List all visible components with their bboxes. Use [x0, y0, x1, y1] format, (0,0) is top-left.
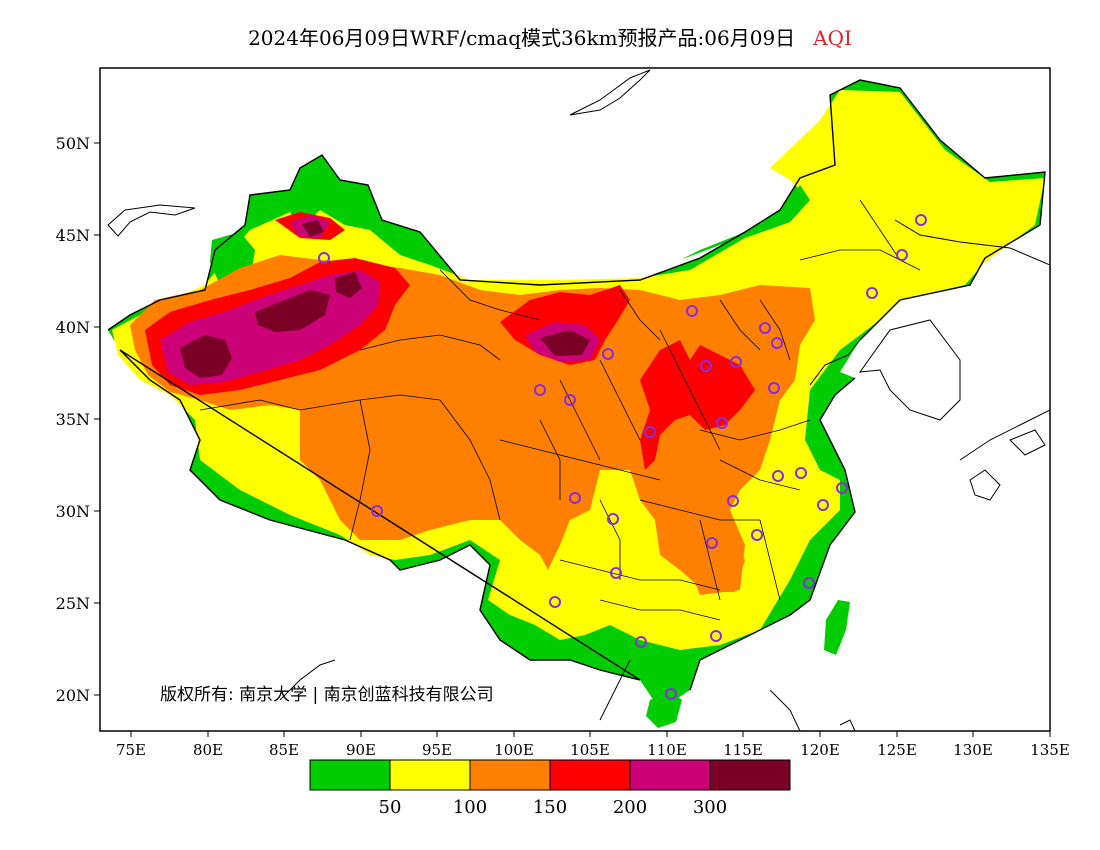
- city-marker: [803, 577, 815, 589]
- legend-swatch-6: [709, 759, 791, 791]
- legend: 50 100 150 200 300: [309, 759, 791, 818]
- city-marker: [716, 417, 728, 429]
- city-marker: [665, 688, 677, 700]
- lon-label: 95E: [422, 741, 452, 759]
- title-main: 2024年06月09日WRF/cmaq模式36km预报产品:06月09日: [248, 26, 796, 50]
- aqi-region-green: [824, 600, 850, 655]
- lon-label: 125E: [877, 741, 917, 759]
- city-marker: [836, 482, 848, 494]
- map-title: 2024年06月09日WRF/cmaq模式36km预报产品:06月09日 AQI: [0, 22, 1100, 51]
- city-marker: [569, 492, 581, 504]
- city-marker: [534, 384, 546, 396]
- legend-label: 300: [693, 797, 727, 818]
- city-marker: [795, 467, 807, 479]
- city-marker: [318, 252, 330, 264]
- city-marker: [727, 495, 739, 507]
- city-marker: [371, 505, 383, 517]
- city-marker: [730, 356, 742, 368]
- lon-label: 85E: [269, 741, 299, 759]
- lon-label: 100E: [494, 741, 534, 759]
- aqi-region-maroon: [540, 330, 590, 356]
- legend-swatch-3: [469, 759, 551, 791]
- lon-label: 120E: [800, 741, 840, 759]
- lon-label: 80E: [193, 741, 223, 759]
- lat-label: 30N: [56, 502, 90, 521]
- coastlines: [107, 69, 1050, 731]
- title-variable: AQI: [813, 26, 852, 50]
- lon-label: 135E: [1030, 741, 1070, 759]
- legend-swatch-4: [549, 759, 631, 791]
- lat-label: 45N: [56, 226, 90, 245]
- lat-label: 20N: [56, 686, 90, 705]
- lon-label: 130E: [953, 741, 993, 759]
- city-marker: [772, 470, 784, 482]
- aqi-region-maroon: [180, 335, 232, 378]
- china-border: [107, 79, 1046, 691]
- city-marker: [610, 567, 622, 579]
- city-marker: [564, 394, 576, 406]
- city-marker: [759, 322, 771, 334]
- aqi-region-maroon: [255, 290, 330, 332]
- city-marker: [915, 214, 927, 226]
- lat-label: 25N: [56, 594, 90, 613]
- city-marker: [644, 426, 656, 438]
- lon-label: 90E: [346, 741, 376, 759]
- lat-label: 35N: [56, 410, 90, 429]
- city-marker: [866, 287, 878, 299]
- lat-label: 40N: [56, 318, 90, 337]
- legend-swatch-2: [389, 759, 471, 791]
- legend-label: 50: [379, 797, 402, 818]
- city-marker: [602, 348, 614, 360]
- longitude-axis: 75E 80E 85E 90E 95E 100E 105E 110E 115E …: [116, 731, 1070, 759]
- legend-label: 150: [533, 797, 567, 818]
- aqi-region-orange: [655, 515, 745, 592]
- lon-label: 115E: [723, 741, 763, 759]
- city-marker: [896, 249, 908, 261]
- lat-label: 50N: [56, 134, 90, 153]
- city-marker: [635, 636, 647, 648]
- city-marker: [817, 499, 829, 511]
- latitude-axis: 50N 45N 40N 35N 30N 25N 20N: [56, 134, 100, 705]
- lon-label: 110E: [647, 741, 687, 759]
- city-marker: [751, 529, 763, 541]
- legend-swatch-1: [309, 759, 391, 791]
- aqi-region-maroon: [302, 220, 324, 237]
- legend-label: 100: [453, 797, 487, 818]
- copyright-text: 版权所有: 南京大学 | 南京创蓝科技有限公司: [160, 685, 494, 705]
- legend-label: 200: [613, 797, 647, 818]
- city-marker: [771, 337, 783, 349]
- aqi-region-green: [680, 185, 810, 260]
- city-marker: [549, 596, 561, 608]
- legend-swatch-5: [629, 759, 711, 791]
- city-marker: [607, 513, 619, 525]
- lon-label: 105E: [570, 741, 610, 759]
- city-marker: [700, 360, 712, 372]
- city-marker: [706, 537, 718, 549]
- city-marker: [710, 630, 722, 642]
- city-marker: [686, 305, 698, 317]
- map-area: [107, 69, 1050, 731]
- city-marker: [768, 382, 780, 394]
- map-frame: [99, 67, 1051, 732]
- aqi-region-maroon: [335, 272, 362, 298]
- city-markers: [318, 214, 927, 700]
- lon-label: 75E: [116, 741, 146, 759]
